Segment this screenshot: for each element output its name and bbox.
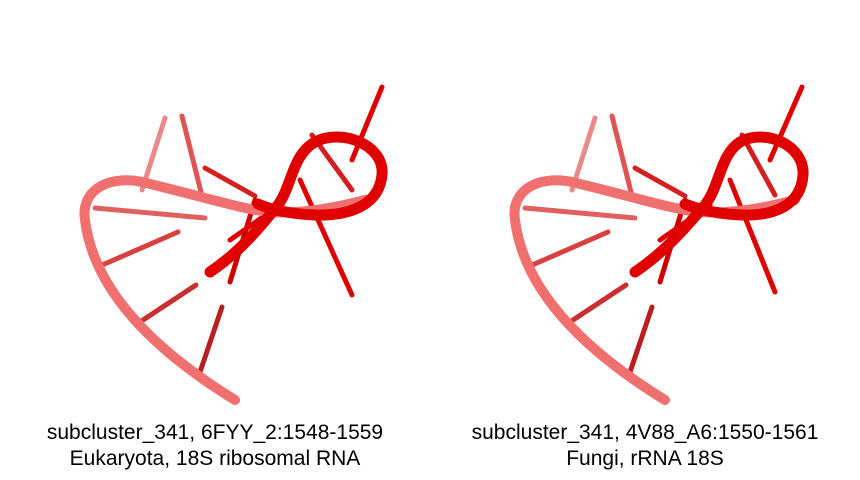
backbone-tube bbox=[509, 131, 809, 405]
base-sticks bbox=[522, 84, 805, 381]
caption-line-2: Eukaryota, 18S ribosomal RNA bbox=[69, 447, 361, 470]
structure-panel-left: subcluster_341, 6FYY_2:1548-1559 Eukaryo… bbox=[0, 84, 430, 472]
rna-structure-right bbox=[509, 84, 809, 405]
structure-panel-right: subcluster_341, 4V88_A6:1550-1561 Fungi,… bbox=[430, 0, 860, 480]
base-sticks bbox=[92, 84, 385, 381]
caption-line-1: subcluster_341, 6FYY_2:1548-1559 bbox=[46, 421, 384, 444]
caption-line-2: Fungi, rRNA 18S bbox=[566, 447, 724, 470]
rna-structure-left bbox=[79, 84, 388, 405]
structure-caption-left: subcluster_341, 6FYY_2:1548-1559 Eukaryo… bbox=[0, 420, 430, 472]
backbone-tube bbox=[79, 131, 388, 405]
structure-caption-right: subcluster_341, 4V88_A6:1550-1561 Fungi,… bbox=[430, 420, 860, 472]
caption-line-1: subcluster_341, 4V88_A6:1550-1561 bbox=[471, 421, 819, 444]
